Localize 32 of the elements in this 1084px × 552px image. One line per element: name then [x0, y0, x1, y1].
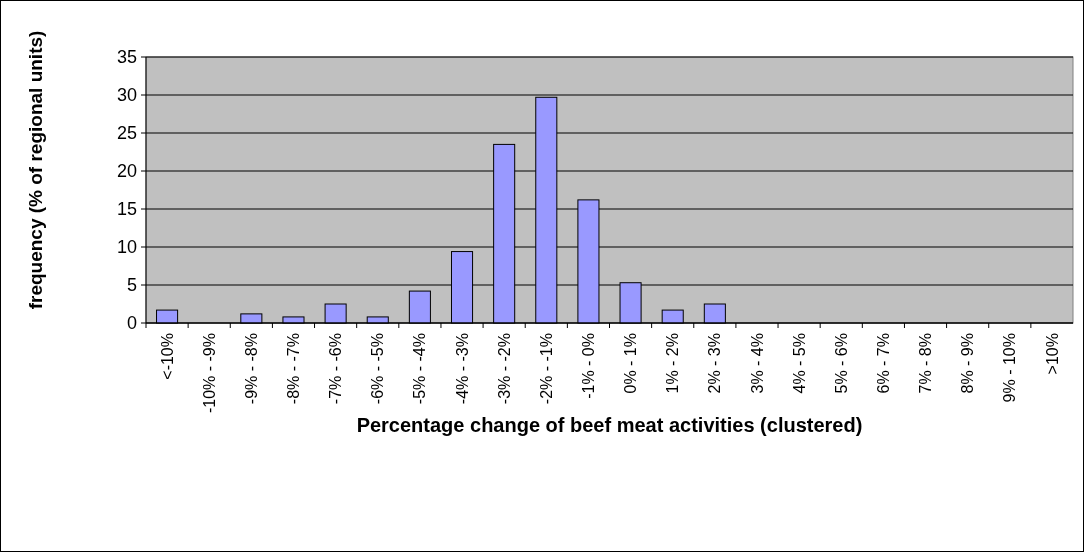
x-tick-label: 6% - 7%	[874, 333, 892, 394]
x-tick-label: -1% - 0%	[580, 333, 598, 399]
y-tick-label: 0	[126, 313, 137, 334]
x-tick-label: -3% - -2%	[495, 333, 513, 405]
x-tick-label: 5% - 6%	[832, 333, 850, 394]
x-tick-label: 0% - 1%	[622, 333, 640, 394]
y-tick-label: 5	[126, 275, 137, 296]
x-tick-label: 1% - 2%	[664, 333, 682, 394]
x-tick-label: 4% - 5%	[790, 333, 808, 394]
x-tick-label: >10%	[1043, 333, 1061, 375]
y-tick-label: 15	[116, 199, 137, 220]
x-tick-label: -2% - -1%	[537, 333, 555, 405]
x-axis-title: Percentage change of beef meat activities (clustered)	[356, 414, 863, 436]
x-tick-label: -5% - -4%	[411, 333, 429, 405]
y-tick-label: 20	[116, 161, 137, 182]
x-tick-label: -6% - -5%	[369, 333, 387, 405]
x-tick-label: -7% - -6%	[327, 333, 345, 405]
x-tick-label: 8% - 9%	[959, 333, 977, 394]
x-tick-label: <-10%	[158, 333, 176, 380]
y-axis-title: frequency (% of regional units)	[25, 30, 46, 310]
x-tick-label: 2% - 3%	[706, 333, 724, 394]
x-tick-label: -9% - -8%	[242, 333, 260, 405]
x-tick-label: -10% - -9%	[200, 333, 218, 414]
x-tick-label: 7% - 8%	[917, 333, 935, 394]
y-tick-label: 30	[116, 85, 137, 106]
y-tick-label: 25	[116, 123, 137, 144]
x-tick-label: -4% - -3%	[453, 333, 471, 405]
y-tick-label: 35	[116, 47, 137, 68]
x-tick-label: 9% - 10%	[1001, 333, 1019, 403]
y-tick-label: 10	[116, 237, 137, 258]
x-tick-label: 3% - 4%	[748, 333, 766, 394]
x-tick-label: -8% - -7%	[285, 333, 303, 405]
